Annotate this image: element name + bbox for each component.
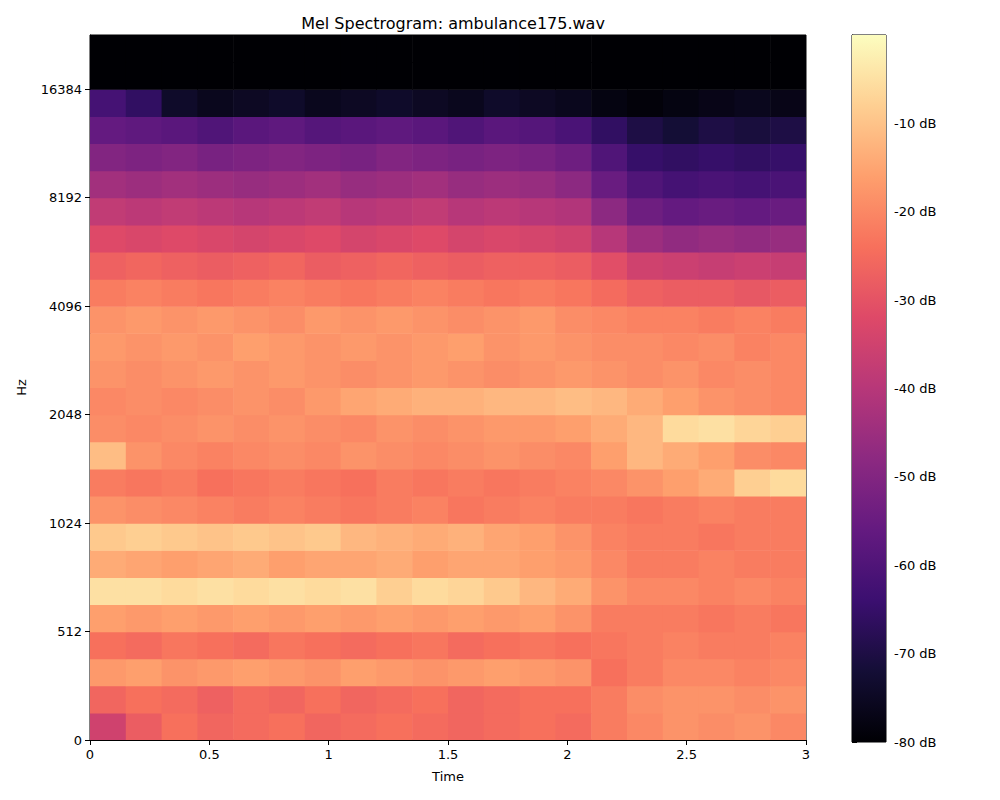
svg-text:1.5: 1.5 [438, 747, 459, 762]
svg-text:-40 dB: -40 dB [894, 381, 937, 396]
svg-text:2048: 2048 [49, 407, 82, 422]
svg-text:1024: 1024 [49, 516, 82, 531]
svg-text:0: 0 [86, 747, 94, 762]
svg-text:Time: Time [431, 769, 464, 784]
svg-text:0.5: 0.5 [199, 747, 220, 762]
svg-text:2: 2 [563, 747, 571, 762]
svg-text:2.5: 2.5 [676, 747, 697, 762]
svg-text:-10 dB: -10 dB [894, 116, 937, 131]
svg-text:512: 512 [57, 624, 82, 639]
svg-text:16384: 16384 [41, 82, 82, 97]
svg-text:8192: 8192 [49, 190, 82, 205]
svg-text:Hz: Hz [14, 379, 29, 396]
svg-text:Mel Spectrogram: ambulance175.: Mel Spectrogram: ambulance175.wav [301, 14, 605, 33]
svg-text:-30 dB: -30 dB [894, 293, 937, 308]
svg-text:1: 1 [325, 747, 333, 762]
svg-text:-20 dB: -20 dB [894, 204, 937, 219]
svg-text:4096: 4096 [49, 299, 82, 314]
svg-text:-50 dB: -50 dB [894, 469, 937, 484]
svg-text:-60 dB: -60 dB [894, 558, 937, 573]
svg-text:-70 dB: -70 dB [894, 646, 937, 661]
svg-text:0: 0 [74, 733, 82, 748]
svg-text:3: 3 [802, 747, 810, 762]
svg-text:-80 dB: -80 dB [894, 735, 937, 750]
